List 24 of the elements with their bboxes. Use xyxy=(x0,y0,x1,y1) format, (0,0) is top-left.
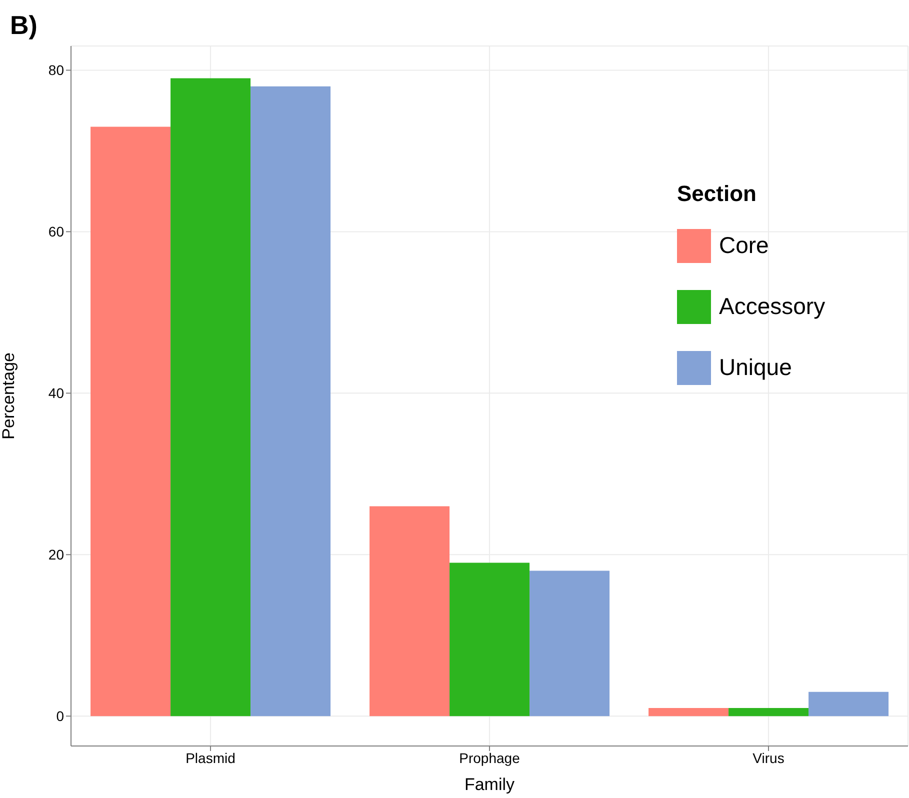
x-tick-label: Prophage xyxy=(459,750,520,766)
bar xyxy=(450,562,530,716)
bar xyxy=(648,708,729,716)
x-axis-title: Family xyxy=(464,775,516,794)
bar xyxy=(170,78,251,716)
bar xyxy=(90,126,171,716)
y-tick-label: 40 xyxy=(48,385,64,402)
x-tick-label: Virus xyxy=(752,750,784,766)
bar xyxy=(728,708,809,716)
legend-label: Accessory xyxy=(719,293,826,320)
y-tick-label: 80 xyxy=(48,62,64,78)
bar xyxy=(808,692,889,716)
bar xyxy=(370,506,450,716)
legend-label: Core xyxy=(719,232,769,259)
x-tick-label: Plasmid xyxy=(186,750,236,766)
y-tick-label: 20 xyxy=(48,546,64,563)
chart-title: B) xyxy=(10,10,38,41)
legend-label: Unique xyxy=(719,354,792,381)
y-axis-title: Percentage xyxy=(0,352,18,440)
y-tick-label: 60 xyxy=(48,224,64,240)
bar xyxy=(530,570,610,716)
bar xyxy=(250,86,331,716)
legend-title: Section xyxy=(677,181,758,207)
y-tick-label: 0 xyxy=(56,708,64,724)
